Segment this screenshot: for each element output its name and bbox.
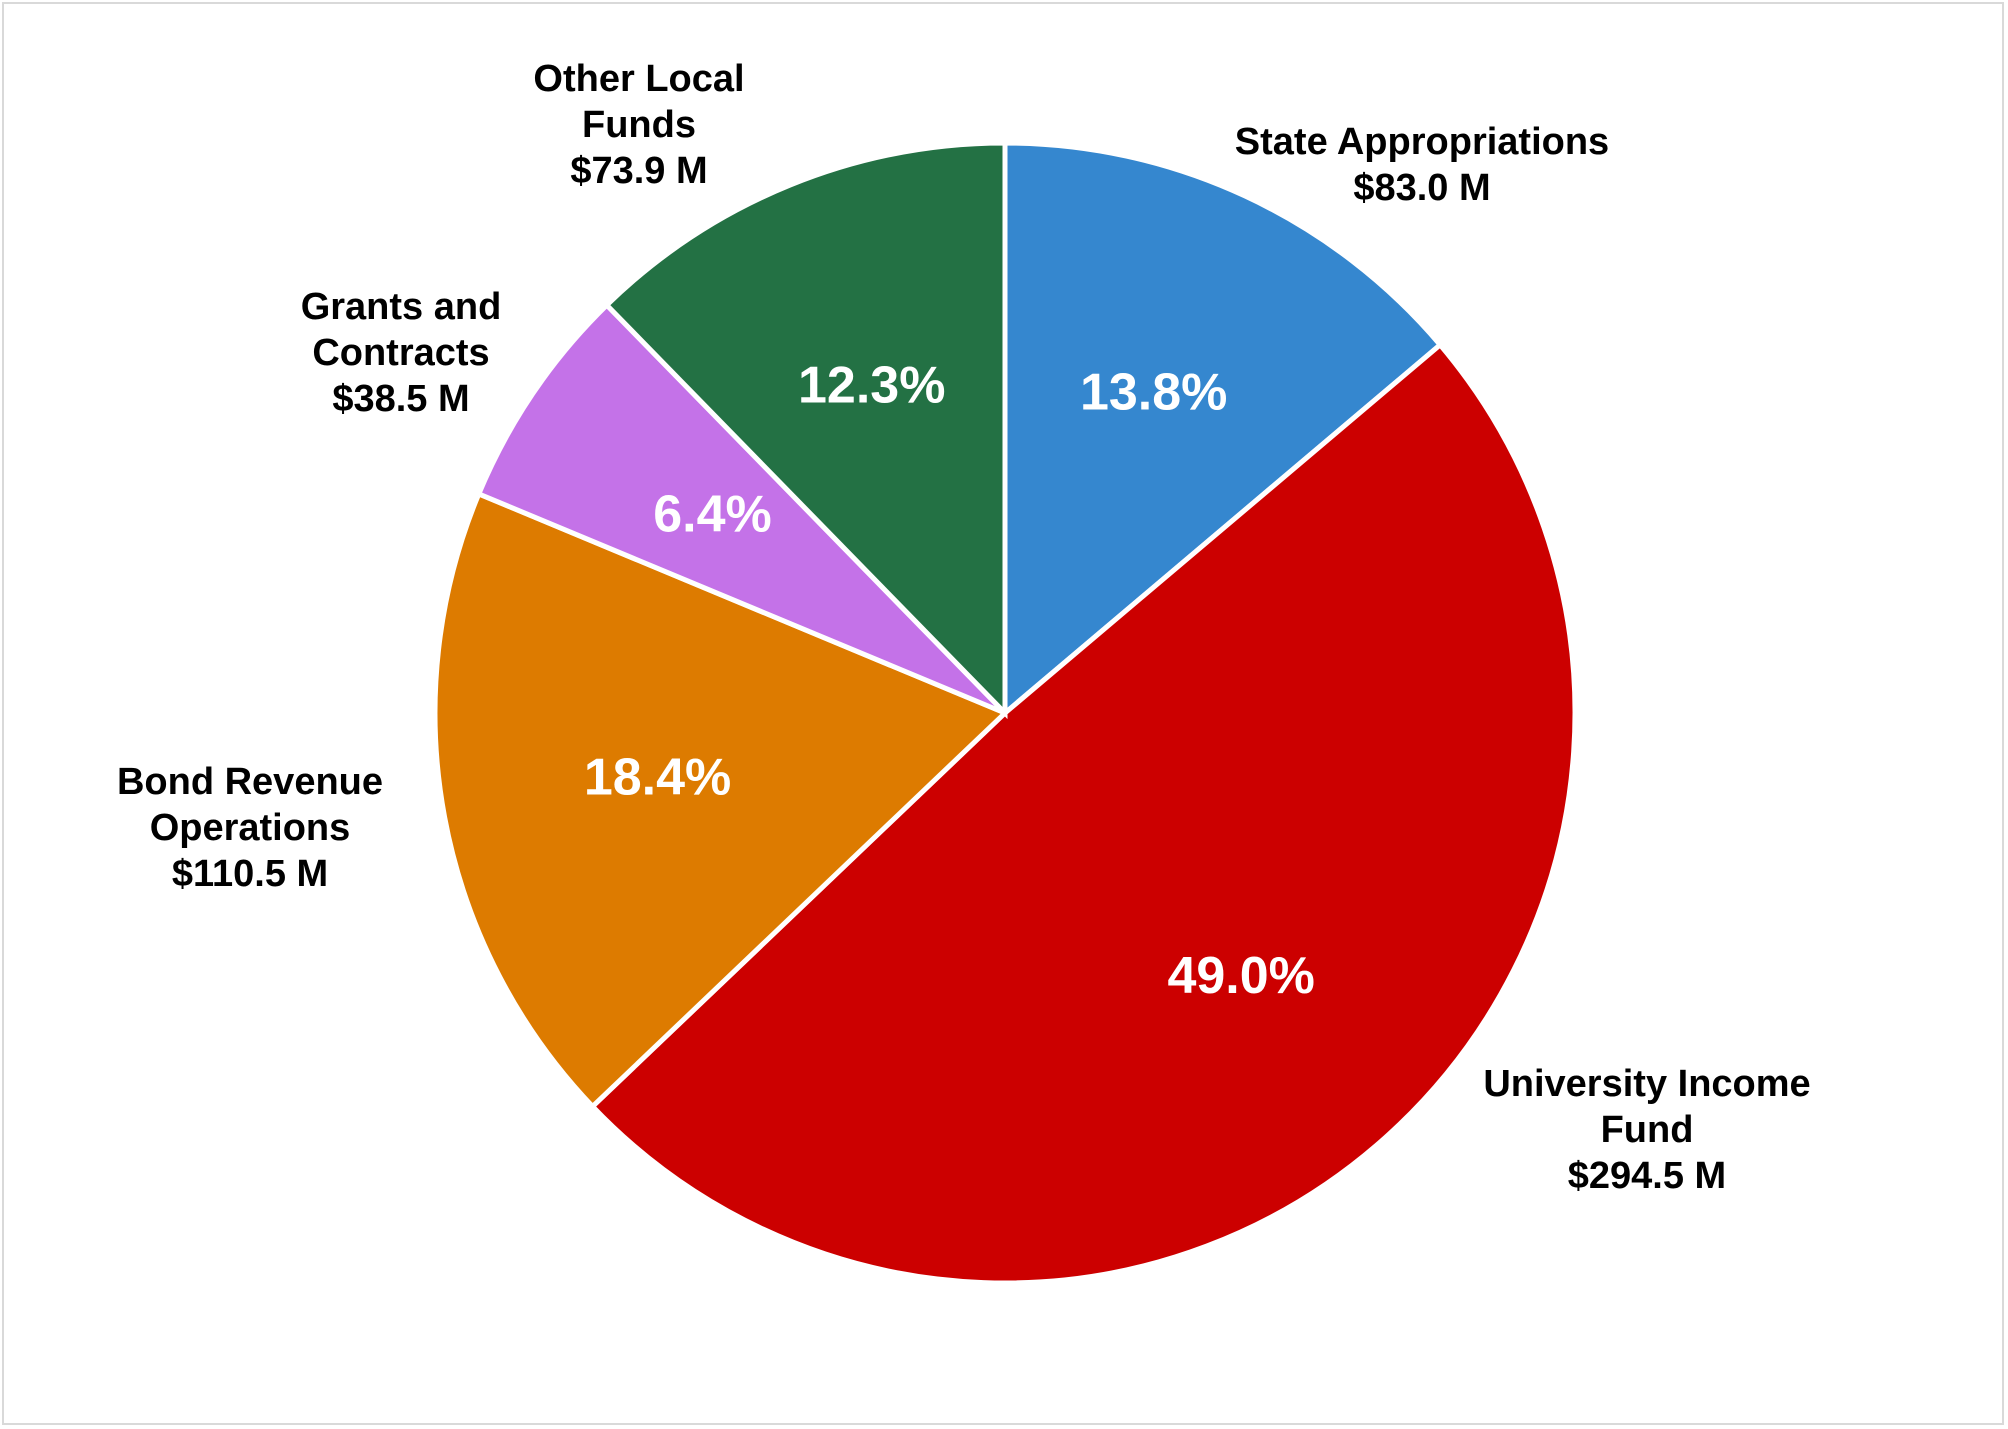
slice-category-label: Other Local Funds $73.9 M xyxy=(533,58,744,192)
slice-percent-label: 12.3% xyxy=(798,357,945,415)
category-labels-layer: State Appropriations $83.0 M University In… xyxy=(117,58,1811,1197)
pie-chart: 13.8% 49.0% 18.4% 6.4% 12.3% State Appropria… xyxy=(117,58,1811,1286)
slice-category-label: State Appropriations $83.0 M xyxy=(1235,121,1609,209)
slice-percent-label: 49.0% xyxy=(1167,947,1314,1005)
slice-percent-label: 18.4% xyxy=(584,749,731,807)
pie-slice-grants-and-contracts xyxy=(475,301,1007,716)
slice-percent-label: 6.4% xyxy=(653,486,772,544)
slice-category-label: Bond Revenue Operations $110.5 M xyxy=(117,761,383,895)
slices-layer xyxy=(432,140,1578,1286)
pie-slice-state-appropriations xyxy=(1002,140,1444,719)
percent-labels-layer: 13.8% 49.0% 18.4% 6.4% 12.3% xyxy=(584,357,1315,1005)
slice-category-label: Grants and Contracts $38.5 M xyxy=(301,286,502,420)
slice-category-label: University Income Fund $294.5 M xyxy=(1483,1063,1810,1197)
pie-slice-bond-revenue-operations xyxy=(432,490,1010,1110)
pie-slice-university-income-fund xyxy=(589,341,1578,1286)
slice-percent-label: 13.8% xyxy=(1080,363,1227,421)
pie-slice-other-local-funds xyxy=(603,140,1008,720)
